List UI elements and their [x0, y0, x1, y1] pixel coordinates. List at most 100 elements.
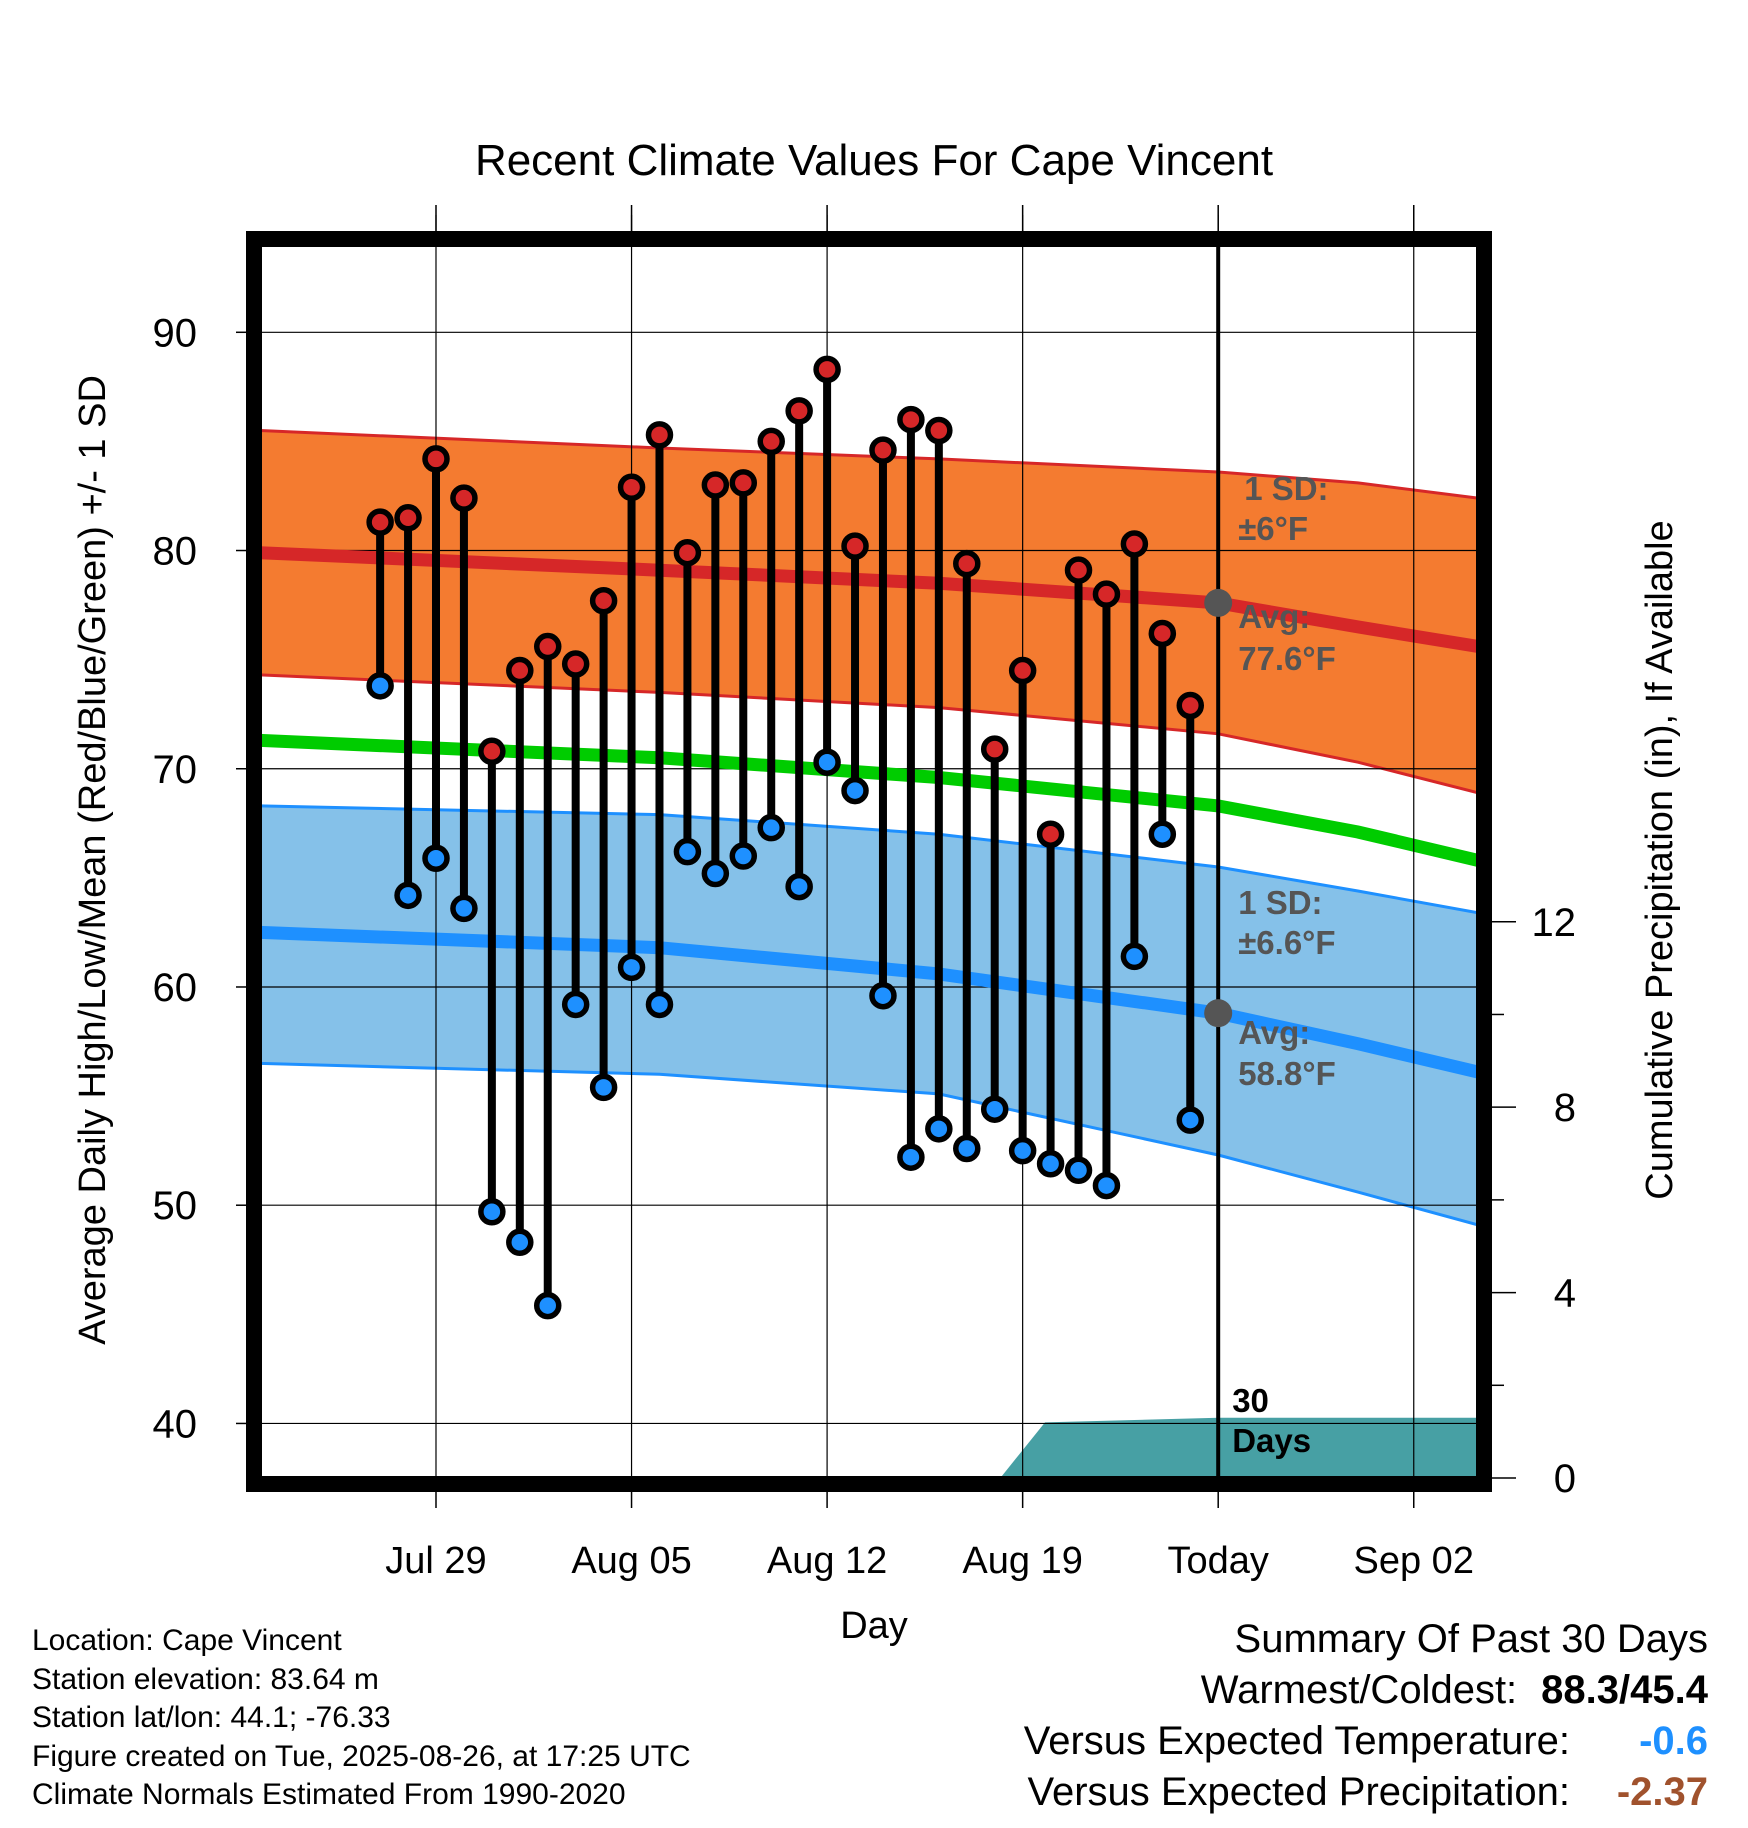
- observed-high-point: [1064, 556, 1093, 584]
- today-low-avg-marker: [1204, 999, 1233, 1028]
- chart-title: Recent Climate Values For Cape Vincent: [475, 136, 1273, 185]
- observed-high-point: [394, 504, 422, 532]
- observed-low-point: [589, 1073, 618, 1102]
- observed-low-point: [422, 844, 450, 872]
- observed-low-point: [869, 981, 897, 1010]
- observed-high-point: [673, 538, 702, 567]
- observed-low-point: [366, 672, 394, 700]
- observed-low-point: [1120, 942, 1149, 971]
- observed-high-point: [1176, 691, 1205, 720]
- observed-low-point: [533, 1291, 562, 1320]
- y2-tick-label: 0: [1554, 1457, 1576, 1501]
- summary-warmest-coldest-row: Warmest/Coldest: 88.3/45.4: [1024, 1665, 1708, 1716]
- observed-low-point: [757, 813, 785, 842]
- high-sd-value: ±6°F: [1238, 510, 1308, 547]
- observed-low-point: [841, 776, 869, 805]
- observed-low-point: [1036, 1149, 1065, 1178]
- observed-low-point: [617, 953, 646, 982]
- x-tick-label: Today: [1167, 1540, 1268, 1582]
- observed-high-point: [450, 484, 478, 512]
- y2-axis-label: Cumulative Precipitation (in), If Availa…: [1639, 520, 1681, 1199]
- x-tick-label: Jul 29: [385, 1540, 486, 1582]
- y2-tick-label: 4: [1554, 1272, 1576, 1316]
- observed-high-point: [757, 427, 785, 456]
- observed-high-point: [785, 397, 813, 425]
- observed-high-point: [645, 421, 674, 449]
- latlon-text: Station lat/lon: 44.1; -76.33: [32, 1701, 391, 1734]
- low-avg-value: 58.8°F: [1238, 1055, 1336, 1092]
- observed-low-point: [478, 1198, 506, 1226]
- observed-high-point: [506, 656, 534, 685]
- elevation-text: Station elevation: 83.64 m: [32, 1662, 379, 1696]
- x-axis-label: Day: [840, 1605, 908, 1647]
- observed-low-point: [897, 1143, 925, 1171]
- x-tick-label: Aug 12: [767, 1540, 887, 1582]
- x-tick-label: Aug 19: [962, 1540, 1082, 1582]
- precip-area: [260, 1417, 1478, 1478]
- observed-low-point: [673, 837, 702, 866]
- y-tick-label: 90: [153, 311, 198, 355]
- warmest-coldest-value: 88.3/45.4: [1541, 1668, 1708, 1712]
- y-tick-label: 40: [153, 1402, 198, 1446]
- observed-high-point: [729, 469, 758, 497]
- y-tick-label: 80: [153, 530, 198, 574]
- observed-high-point: [953, 549, 981, 578]
- temp-anomaly-value: -0.6: [1639, 1719, 1708, 1763]
- observed-low-point: [450, 894, 478, 923]
- observed-high-point: [1148, 619, 1177, 648]
- observed-high-point: [1008, 656, 1037, 685]
- low-avg-label: Avg:: [1238, 1014, 1310, 1051]
- x-tick-label: Aug 05: [571, 1540, 691, 1582]
- observed-low-point: [1176, 1106, 1205, 1134]
- summary-panel: Summary Of Past 30 Days Warmest/Coldest:…: [1024, 1614, 1708, 1818]
- observed-high-point: [422, 445, 450, 473]
- precip-anomaly-label: Versus Expected Precipitation:: [1027, 1770, 1570, 1814]
- observed-high-point: [1092, 580, 1121, 608]
- station-info: Location: Cape Vincent Station elevation…: [32, 1622, 691, 1815]
- y2-tick-label: 12: [1532, 901, 1577, 945]
- low-sd-label: 1 SD:: [1238, 884, 1322, 921]
- observed-high-point: [589, 586, 618, 615]
- y-axis-label: Average Daily High/Low/Mean (Red/Blue/Gr…: [72, 375, 114, 1345]
- location-text: Location: Cape Vincent: [32, 1624, 342, 1657]
- high-sd-label: 1 SD:: [1244, 470, 1328, 507]
- observed-low-point: [1008, 1136, 1037, 1165]
- observed-high-point: [925, 416, 953, 445]
- observed-low-point: [925, 1115, 953, 1143]
- temp-anomaly-label: Versus Expected Temperature:: [1023, 1719, 1570, 1763]
- summary-temp-row: Versus Expected Temperature: -0.6: [1024, 1716, 1708, 1767]
- high-avg-value: 77.6°F: [1238, 640, 1336, 677]
- observed-low-point: [1064, 1156, 1093, 1185]
- observed-low-point: [506, 1228, 534, 1257]
- y-tick-label: 60: [153, 966, 198, 1010]
- y2-tick-label: 8: [1554, 1086, 1576, 1130]
- today-high-avg-marker: [1204, 588, 1233, 617]
- observed-low-point: [1148, 820, 1177, 848]
- observed-high-point: [561, 650, 590, 678]
- window-unit-label: Days: [1232, 1422, 1311, 1459]
- observed-low-point: [980, 1095, 1009, 1123]
- observed-low-point: [561, 990, 590, 1019]
- high-sd-band: [260, 430, 1478, 793]
- observed-high-point: [980, 735, 1009, 763]
- normals-text: Climate Normals Estimated From 1990-2020: [32, 1778, 626, 1811]
- observed-low-point: [645, 990, 674, 1019]
- high-avg-label: Avg:: [1238, 598, 1310, 635]
- low-sd-band: [260, 805, 1478, 1225]
- high-sd-band-upper-edge: [260, 429, 1478, 500]
- summary-title: Summary Of Past 30 Days: [1234, 1617, 1708, 1661]
- warmest-coldest-label: Warmest/Coldest:: [1200, 1668, 1518, 1712]
- observed-low-point: [813, 748, 841, 776]
- observed-high-point: [478, 737, 506, 766]
- observed-high-point: [1120, 530, 1149, 558]
- observed-low-point: [785, 872, 813, 901]
- observed-high-point: [869, 436, 897, 464]
- observed-low-point: [1092, 1171, 1121, 1200]
- observed-high-point: [533, 632, 562, 661]
- observed-low-point: [701, 859, 730, 888]
- y-tick-label: 70: [153, 748, 198, 792]
- observed-high-point: [897, 405, 925, 434]
- observed-high-point: [841, 532, 869, 560]
- low-sd-value: ±6.6°F: [1238, 924, 1335, 961]
